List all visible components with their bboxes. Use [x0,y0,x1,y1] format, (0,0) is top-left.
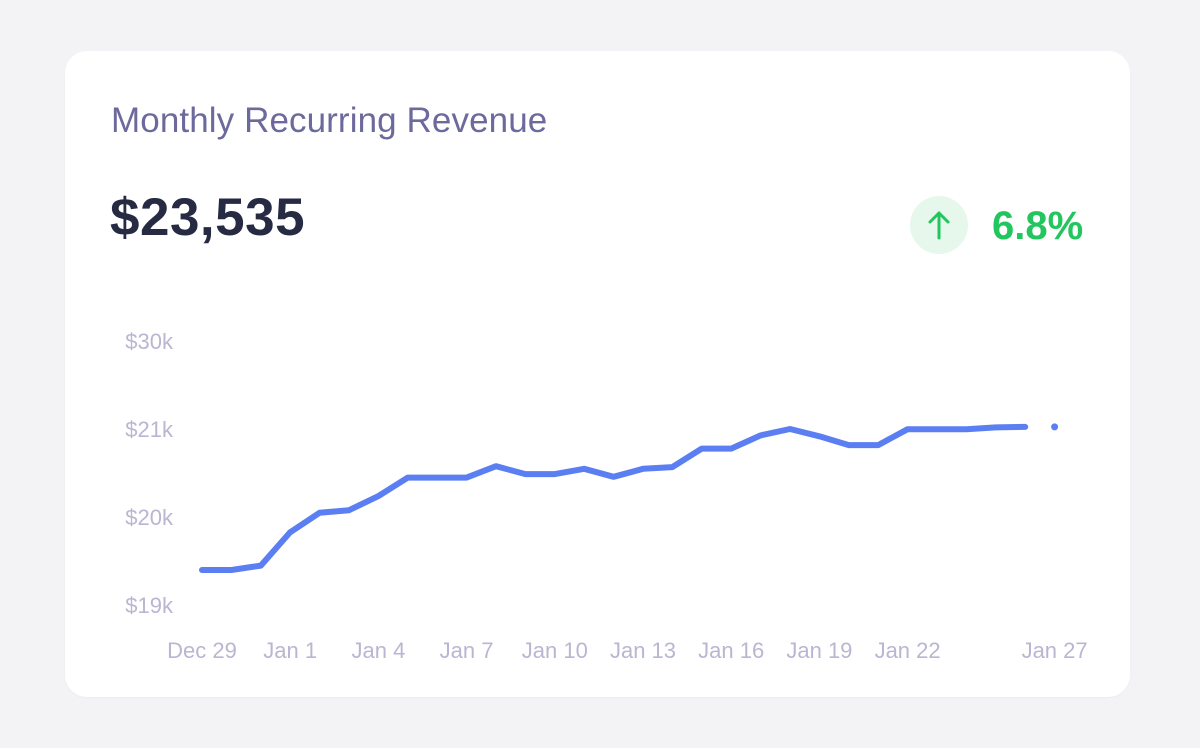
x-tick-label: Jan 4 [351,638,405,663]
mrr-card: Monthly Recurring Revenue $23,535 6.8% $… [65,51,1130,697]
change-percent: 6.8% [992,204,1084,248]
plot-area [199,423,1059,573]
card-title: Monthly Recurring Revenue [111,101,548,140]
x-tick-label: Dec 29 [167,638,237,663]
x-tick-label: Jan 10 [522,638,588,663]
mrr-series-line [199,423,1029,573]
x-tick-label: Jan 27 [1022,638,1088,663]
x-tick-label: Jan 22 [875,638,941,663]
mrr-latest-point [1051,423,1059,431]
y-tick-label: $30k [125,329,174,354]
mrr-line-chart: $30k $21k $20k $19k Dec 29 Jan 1 Jan 4 Jan 7 Ja… [125,329,1087,663]
x-tick-label: Jan 7 [440,638,494,663]
y-tick-label: $20k [125,505,174,530]
x-tick-label: Jan 19 [786,638,852,663]
change-badge [910,196,968,254]
mrr-value: $23,535 [110,188,306,247]
x-tick-label: Jan 16 [698,638,764,663]
arrow-up-icon [928,211,950,240]
y-tick-label: $21k [125,417,174,442]
x-tick-label: Jan 13 [610,638,676,663]
x-tick-label: Jan 1 [263,638,317,663]
x-axis: Dec 29 Jan 1 Jan 4 Jan 7 Jan 10 Jan 13 Jan 16 J… [167,638,1087,663]
y-tick-label: $19k [125,593,174,618]
y-axis: $30k $21k $20k $19k [125,329,174,618]
